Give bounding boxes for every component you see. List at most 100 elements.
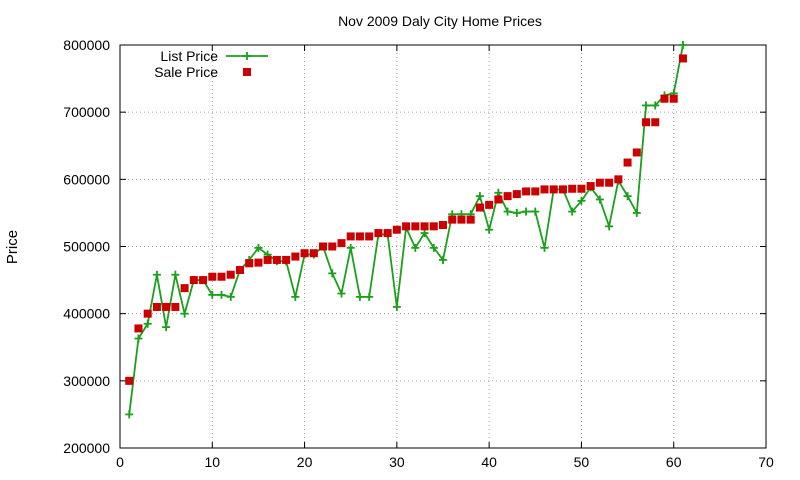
data-point	[319, 242, 328, 251]
data-point	[512, 208, 521, 217]
data-point	[568, 207, 577, 216]
data-point	[217, 290, 226, 299]
data-point	[457, 215, 466, 224]
data-point	[420, 222, 429, 231]
y-tick-label: 800000	[63, 37, 110, 53]
data-point	[282, 255, 291, 264]
data-point	[466, 215, 475, 224]
data-point	[439, 255, 447, 264]
axis-ticks: 0 10 20 30 40 50 60 70 200000 300000 400000 500000 6…	[63, 37, 774, 470]
x-tick-label: 0	[116, 454, 124, 470]
data-point	[235, 266, 244, 275]
data-point	[162, 323, 171, 332]
data-point	[448, 215, 457, 224]
data-point	[392, 225, 401, 234]
data-point	[420, 229, 429, 238]
data-point	[642, 101, 651, 110]
data-point	[226, 292, 235, 301]
data-point	[346, 232, 355, 241]
data-point	[337, 239, 346, 248]
data-point	[605, 222, 614, 231]
data-point	[254, 258, 263, 267]
data-point	[355, 292, 364, 301]
x-tick-label: 10	[204, 454, 220, 470]
data-point	[134, 324, 143, 333]
data-point	[632, 208, 641, 217]
data-point	[152, 270, 161, 279]
data-point	[614, 175, 623, 184]
legend-label: List Price	[160, 48, 218, 64]
legend-marker	[243, 52, 251, 60]
data-point	[632, 148, 641, 157]
data-point	[439, 221, 447, 230]
data-point	[365, 232, 374, 241]
x-tick-label: 70	[758, 454, 774, 470]
data-point	[531, 187, 540, 196]
data-point	[291, 292, 300, 301]
series-layer	[125, 41, 687, 419]
data-point	[254, 243, 263, 252]
y-tick-label: 200000	[63, 440, 110, 456]
y-tick-label: 500000	[63, 239, 110, 255]
data-point	[383, 229, 392, 238]
data-point	[678, 54, 687, 63]
data-point	[346, 243, 355, 252]
data-point	[651, 118, 660, 127]
y-axis-label: Price	[4, 230, 21, 264]
data-point	[134, 334, 143, 343]
data-point	[152, 302, 161, 311]
data-point	[586, 182, 595, 191]
data-point	[503, 207, 512, 216]
data-point	[512, 190, 521, 199]
data-point	[475, 192, 484, 201]
x-tick-label: 40	[481, 454, 497, 470]
data-point	[125, 410, 134, 419]
data-point	[199, 276, 208, 285]
data-point	[208, 290, 217, 299]
data-point	[217, 272, 226, 281]
data-point	[309, 249, 318, 258]
data-point	[143, 319, 152, 328]
series-sale-price	[125, 54, 687, 385]
data-point	[226, 270, 235, 279]
data-point	[171, 270, 180, 279]
data-point	[272, 255, 281, 264]
data-point	[558, 185, 567, 194]
data-point	[485, 225, 494, 234]
data-point	[485, 200, 494, 209]
data-point	[660, 94, 669, 103]
data-point	[678, 41, 687, 49]
y-tick-label: 700000	[63, 104, 110, 120]
data-point	[180, 309, 189, 318]
y-tick-label: 400000	[63, 306, 110, 322]
y-tick-label: 600000	[63, 171, 110, 187]
data-point	[494, 188, 503, 197]
y-tick-label: 300000	[63, 373, 110, 389]
data-point	[669, 94, 678, 103]
data-point	[125, 376, 134, 385]
data-point	[429, 243, 438, 252]
data-point	[328, 269, 337, 278]
data-point	[411, 243, 420, 252]
chart-title: Nov 2009 Daly City Home Prices	[338, 13, 542, 29]
data-point	[522, 207, 531, 216]
data-point	[503, 192, 512, 201]
data-point	[642, 118, 651, 127]
data-point	[355, 232, 364, 241]
data-point	[595, 195, 604, 204]
data-point	[531, 207, 540, 216]
data-point	[337, 289, 346, 298]
data-point	[402, 222, 411, 231]
data-point	[162, 302, 171, 311]
legend-marker	[243, 68, 251, 76]
data-point	[623, 158, 632, 167]
x-tick-label: 20	[297, 454, 313, 470]
data-point	[623, 192, 632, 201]
data-point	[208, 272, 217, 281]
data-point	[189, 276, 198, 285]
data-point	[180, 284, 189, 293]
data-point	[475, 203, 484, 212]
